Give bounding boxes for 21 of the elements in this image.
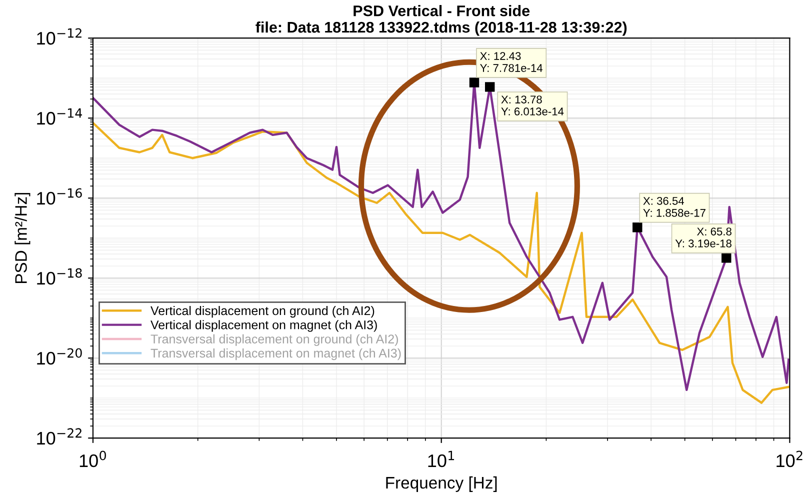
legend-label: Transversal displacement on ground (ch AI2) bbox=[150, 334, 398, 346]
y-axis-title: PSD [m²/Hz] bbox=[14, 192, 30, 284]
x-axis-title: Frequency [Hz] bbox=[386, 476, 497, 492]
chart-subtitle: file: Data 181128 133922.tdms (2018-11-28 13:39:22) bbox=[256, 21, 627, 36]
y-tick-label: 10$^{−14}$ bbox=[37, 108, 82, 125]
y-tick-label: 10$^{−22}$ bbox=[37, 428, 82, 445]
annotation: X: 13.78 Y: 6.013e-14 bbox=[501, 96, 564, 116]
y-tick-label: 10$^{−16}$ bbox=[37, 188, 82, 205]
annotation: X: 36.54 Y: 1.858e-17 bbox=[643, 196, 706, 217]
legend-label: Vertical displacement on ground (ch AI2) bbox=[150, 306, 374, 318]
y-tick-label: 10$^{−12}$ bbox=[37, 28, 82, 45]
legend-label: Transversal displacement on magnet (ch AI3) bbox=[150, 348, 401, 360]
chart-title: PSD Vertical - Front side bbox=[354, 5, 530, 16]
annotation: X: 65.8 Y: 3.19e-18 bbox=[675, 228, 732, 248]
y-tick-label: 10$^{−20}$ bbox=[37, 348, 82, 365]
legend-label: Vertical displacement on magnet (ch AI3) bbox=[150, 320, 377, 332]
x-tick-label: 10$^{0}$ bbox=[80, 450, 106, 468]
x-tick-label: 10$^{2}$ bbox=[776, 450, 802, 468]
annotation: X: 12.43 Y: 7.781e-14 bbox=[480, 52, 542, 72]
y-tick-label: 10$^{−18}$ bbox=[37, 268, 82, 285]
x-tick-label: 10$^{1}$ bbox=[428, 450, 454, 468]
